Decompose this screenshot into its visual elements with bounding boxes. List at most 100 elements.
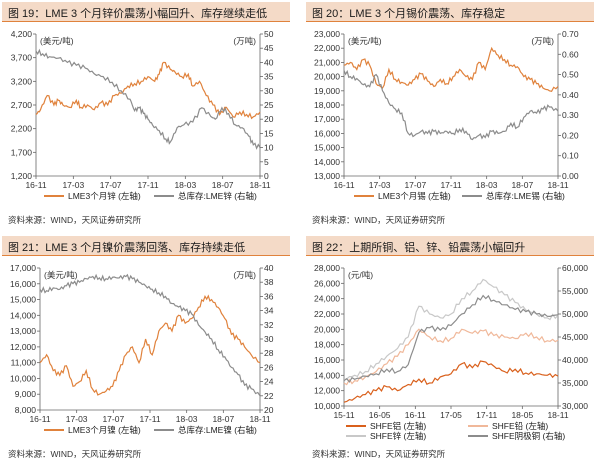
y-tick-label-left: 17,000 (10, 263, 36, 273)
series-line-2 (343, 328, 559, 386)
y-tick-label-right: 55,000 (562, 286, 588, 296)
chart-title: 图 22：上期所铜、铝、锌、铅震荡小幅回升 (312, 242, 526, 254)
y-tick-label-right: 0.40 (562, 90, 579, 100)
y-tick-label-left: 3,700 (11, 53, 33, 63)
legend-label: 总库存:LME锌 (右轴) (178, 191, 257, 201)
y-tick-label-left: 21,000 (314, 57, 340, 67)
y-tick-label-left: 8,000 (15, 405, 37, 415)
chart-title: 图 21：LME 3 个月镍价震荡回落、库存持续走低 (8, 242, 246, 254)
y-tick-label-left: 28,000 (314, 263, 340, 273)
x-tick-label: 17-11 (137, 180, 158, 190)
source-note: 资料来源：WIND，天风证券研究所 (8, 449, 142, 459)
chart-title-bar: 图 19：LME 3 个月锌价震荡小幅回升、库存继续走低 (2, 2, 290, 22)
y-tick-label-right: 25 (264, 100, 274, 110)
x-tick-label: 18-03 (476, 180, 498, 190)
y-tick-label-right: 0.00 (562, 171, 579, 181)
x-tick-label: 18-03 (176, 414, 198, 424)
series-line-1 (35, 61, 261, 120)
series-line-1 (39, 294, 261, 396)
y-tick-label-right: 36 (264, 291, 274, 301)
y-tick-label-right: 45,000 (562, 332, 588, 342)
x-tick-label: 16-11 (25, 180, 46, 190)
left-unit-label: (美元/吨) (348, 36, 382, 46)
y-tick-label-right: 60,000 (562, 263, 588, 273)
x-tick-label: 17-11 (476, 410, 497, 420)
x-tick-label: 18-03 (174, 180, 196, 190)
y-tick-label-left: 23,000 (314, 29, 340, 39)
legend-label: SHFE阴极铜 (右轴) (492, 431, 565, 441)
series-line-4 (343, 294, 559, 383)
left-unit-label: (美元/吨) (44, 270, 78, 280)
x-tick-label: 17-07 (102, 414, 124, 424)
y-tick-label-left: 13,000 (10, 326, 36, 336)
y-tick-label-left: 10,000 (10, 373, 36, 383)
y-tick-label-left: 2,200 (11, 124, 33, 134)
y-tick-label-right: 0.50 (562, 70, 579, 80)
legend-label: SHFE锌 (左轴) (370, 431, 426, 441)
series-line-3 (343, 278, 559, 380)
legend-label: SHFE铅 (左轴) (492, 421, 548, 431)
y-tick-label-left: 26,000 (314, 278, 340, 288)
y-tick-label-right: 22 (264, 391, 274, 401)
y-tick-label-right: 26 (264, 362, 274, 372)
y-tick-label-right: 35 (264, 72, 274, 82)
x-tick-label: 17-11 (440, 180, 461, 190)
right-unit-label: (万吨) (233, 270, 256, 280)
series-line-2 (39, 273, 261, 397)
x-tick-label: 17-07 (100, 180, 122, 190)
chart-svg: 4,2003,7003,2002,7002,2001,7001,20050454… (11, 29, 274, 201)
y-tick-label-right: 20 (264, 405, 274, 415)
left-unit-label: (美元/吨) (40, 36, 74, 46)
y-tick-label-right: 30 (264, 334, 274, 344)
series-line-1 (343, 360, 559, 403)
y-tick-label-right: 28 (264, 348, 274, 358)
y-tick-label-left: 1,200 (11, 171, 33, 181)
y-tick-label-right: 40 (264, 263, 274, 273)
x-tick-label: 18-11 (547, 410, 568, 420)
x-tick-label: 18-07 (212, 414, 234, 424)
y-tick-label-left: 12,000 (10, 342, 36, 352)
chart-title-bar: 图 21：LME 3 个月镍价震荡回落、库存持续走低 (2, 236, 290, 256)
y-tick-label-left: 14,000 (314, 157, 340, 167)
y-tick-label-right: 30,000 (562, 401, 588, 411)
y-tick-label-right: 0 (264, 171, 269, 181)
y-tick-label-right: 0.70 (562, 29, 579, 39)
y-tick-label-left: 17,000 (314, 114, 340, 124)
y-tick-label-left: 11,000 (11, 358, 37, 368)
chart-title-bar: 图 20：LME 3 个月锡价震荡、库存稳定 (306, 2, 594, 22)
y-tick-label-right: 40 (264, 57, 274, 67)
y-tick-label-left: 4,200 (11, 29, 33, 39)
right-unit-label: (万吨) (233, 36, 256, 46)
source-note: 资料来源：WIND，天风证券研究所 (8, 215, 142, 225)
legend-label: SHFE铝 (左轴) (370, 421, 426, 431)
y-tick-label-left: 19,000 (314, 86, 340, 96)
y-tick-label-left: 1,700 (11, 147, 33, 157)
chart-svg: 28,000 26,000 24,000 22,000 20,000 18,000 16,0… (314, 263, 588, 441)
x-tick-label: 18-11 (249, 180, 270, 190)
x-tick-label: 18-11 (249, 414, 270, 424)
y-tick-label-left: 2,700 (11, 100, 33, 110)
chart-title-bar: 图 22：上期所铜、铝、锌、铅震荡小幅回升 (306, 236, 594, 256)
y-tick-label-left: 3,200 (11, 76, 33, 86)
chart-panel-2: 图 20：LME 3 个月锡价震荡、库存稳定 23,000 22,000 21,00… (306, 2, 594, 234)
y-tick-label-right: 32 (264, 320, 274, 330)
chart-panel-3: 图 21：LME 3 个月镍价震荡回落、库存持续走低 17,000 16,000 1… (2, 236, 290, 468)
x-tick-label: 16-11 (29, 414, 50, 424)
y-tick-label-right: 15 (264, 128, 274, 138)
y-tick-label-left: 16,000 (314, 128, 340, 138)
y-tick-label-left: 15,000 (10, 295, 36, 305)
y-tick-label-right: 0.20 (562, 130, 579, 140)
y-tick-label-right: 20 (264, 114, 274, 124)
y-tick-label-left: 22,000 (314, 309, 340, 319)
y-tick-label-left: 15,000 (314, 143, 340, 153)
series-line-2 (35, 48, 261, 150)
y-tick-label-right: 0.30 (562, 110, 579, 120)
series-line-1 (343, 46, 559, 92)
x-tick-label: 17-03 (62, 180, 84, 190)
y-tick-label-left: 10,000 (314, 401, 340, 411)
chart-panel-4: 图 22：上期所铜、铝、锌、铅震荡小幅回升 28,000 26,000 24,000… (306, 236, 594, 468)
chart-title: 图 20：LME 3 个月锡价震荡、库存稳定 (312, 8, 506, 20)
x-tick-label: 17-03 (66, 414, 88, 424)
chart-svg: 23,000 22,000 21,000 20,000 19,000 18,000 17,0… (314, 29, 579, 201)
y-tick-label-left: 14,000 (10, 310, 36, 320)
